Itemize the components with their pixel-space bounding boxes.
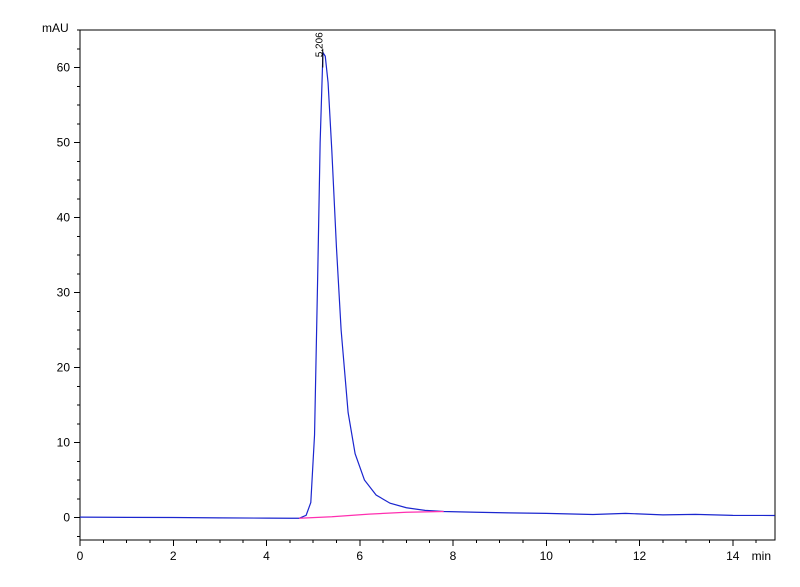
x-tick-label: 8 [450,549,457,563]
chart-svg: 0 2 4 6 8 10 12 14 min 0 10 20 30 40 50 60 mAU 5.206 [0,0,800,587]
x-axis-label: min [752,549,771,563]
x-tick-label: 2 [170,549,177,563]
peak-label: 5.206 [315,32,326,57]
plot-frame [80,30,775,540]
x-tick-label: 14 [726,549,740,563]
y-tick-label: 10 [57,436,71,450]
x-tick-label: 0 [77,549,84,563]
chromatogram-chart: 0 2 4 6 8 10 12 14 min 0 10 20 30 40 50 60 mAU 5.206 [0,0,800,587]
y-tick-label: 50 [57,136,71,150]
x-tick-label: 4 [263,549,270,563]
y-tick-label: 0 [63,511,70,525]
y-tick-label: 40 [57,211,71,225]
x-tick-label: 12 [633,549,647,563]
y-tick-label: 30 [57,286,71,300]
series-signal-blue [80,53,775,519]
series-baseline-pink [299,512,444,519]
y-tick-label: 60 [57,61,71,75]
x-tick-label: 6 [356,549,363,563]
y-tick-label: 20 [57,361,71,375]
x-tick-label: 10 [540,549,554,563]
y-axis-label: mAU [42,21,69,35]
